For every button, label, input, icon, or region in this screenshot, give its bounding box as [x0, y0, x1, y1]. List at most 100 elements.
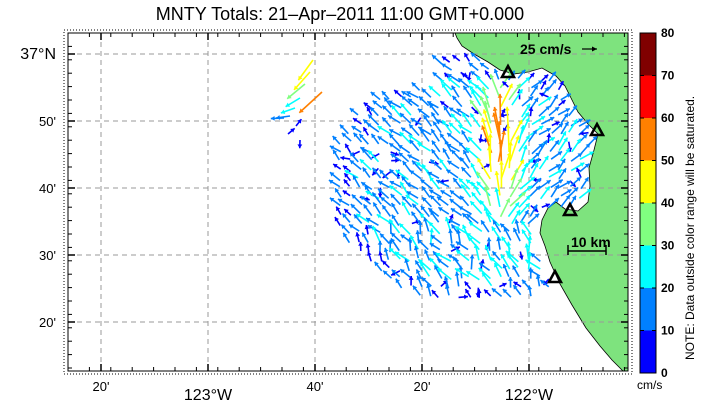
current-vector-head	[448, 229, 453, 234]
current-vector-head	[533, 85, 538, 90]
current-vector-head	[453, 256, 458, 262]
current-vector-head	[468, 137, 473, 142]
current-vector-head	[513, 227, 518, 233]
current-vector-head	[436, 119, 442, 124]
current-vector-head	[442, 56, 447, 61]
current-vector-head	[349, 152, 355, 157]
current-vector-head	[482, 109, 488, 114]
current-vector-head	[546, 128, 551, 133]
current-vector-head	[461, 73, 467, 78]
map-title: MNTY Totals: 21–Apr–2011 11:00 GMT+0.000	[155, 4, 525, 24]
current-vector-head	[366, 106, 371, 112]
current-vector-head	[545, 186, 550, 191]
current-vector-head	[420, 213, 425, 218]
current-vector-head	[571, 195, 576, 201]
current-vector-head	[362, 167, 367, 172]
current-vector-head	[333, 163, 338, 169]
current-vector-head	[380, 233, 385, 238]
current-vector-head	[290, 128, 295, 133]
current-vector-head	[459, 195, 465, 201]
current-vector-head	[391, 232, 396, 238]
current-vector-head	[422, 197, 427, 202]
current-vector-head	[545, 203, 550, 208]
current-vector-head	[415, 260, 420, 265]
current-vector-head	[455, 226, 460, 231]
current-vector-head	[418, 96, 424, 101]
current-vector-head	[501, 108, 506, 114]
current-vector-head	[586, 188, 592, 194]
current-vector-head	[398, 152, 404, 157]
current-vector-head	[412, 285, 418, 291]
current-vector-head	[505, 198, 511, 203]
current-vector-head	[462, 112, 467, 118]
current-vector-head	[430, 195, 435, 200]
current-vector-head	[533, 204, 538, 210]
current-vector-head	[554, 184, 559, 190]
current-vector-head	[344, 209, 349, 214]
current-vector-head	[463, 85, 468, 91]
current-vector-head	[579, 162, 585, 167]
current-vector-head	[464, 53, 469, 58]
current-vector-head	[411, 211, 416, 217]
current-vector-head	[540, 280, 545, 285]
current-vector-head	[449, 190, 455, 195]
current-vector-head	[584, 163, 590, 168]
current-vector-head	[466, 233, 472, 238]
current-vector-head	[539, 92, 544, 97]
current-vector-head	[462, 224, 467, 230]
current-vector-head	[417, 239, 423, 244]
current-vector-head	[521, 192, 526, 197]
current-vector-head	[285, 102, 291, 107]
current-vector-head	[474, 84, 480, 89]
current-vector-head	[483, 101, 489, 106]
current-vector-head	[339, 124, 345, 130]
current-vector-head	[544, 87, 549, 92]
current-vector-head	[486, 237, 492, 242]
current-vector-head	[437, 268, 443, 273]
current-vector-head	[518, 89, 523, 94]
current-vector-head	[535, 274, 541, 279]
current-vector-head	[429, 176, 434, 182]
current-vector-head	[366, 217, 371, 223]
current-vector-head	[401, 91, 407, 96]
current-vector-head	[535, 157, 540, 163]
current-vector-head	[329, 197, 335, 203]
current-vector-head	[329, 145, 335, 150]
current-vector-head	[551, 71, 556, 77]
current-vector-head	[413, 245, 419, 251]
current-vector	[488, 146, 492, 173]
current-vector	[510, 119, 523, 142]
current-vector-head	[524, 243, 530, 248]
current-vector-head	[389, 180, 395, 186]
current-vector-head	[496, 237, 501, 242]
current-vector-head	[391, 214, 396, 220]
current-vectors	[270, 52, 598, 300]
current-vector-head	[394, 251, 400, 256]
current-vector-head	[333, 149, 338, 155]
current-vector-head	[546, 96, 552, 101]
current-vector-head	[458, 78, 463, 83]
current-vector-head	[337, 198, 343, 203]
current-vector-head	[494, 187, 500, 192]
current-vector-head	[557, 169, 563, 174]
current-vector-head	[416, 275, 422, 281]
current-vector-head	[370, 107, 375, 112]
current-vector-head	[409, 170, 415, 175]
y-tick-label: 37°N	[20, 46, 56, 63]
current-vector-head	[483, 206, 489, 211]
current-vector-head	[500, 254, 506, 259]
current-vector-head	[534, 163, 539, 168]
current-vector-head	[341, 132, 347, 138]
current-vector-head	[518, 119, 523, 125]
current-vector-head	[515, 209, 521, 215]
current-vector-head	[406, 191, 412, 196]
current-vector-head	[452, 95, 457, 101]
current-vector-head	[341, 224, 346, 230]
current-vector-head	[372, 225, 377, 231]
current-vector-head	[450, 244, 456, 249]
current-vector-head	[351, 194, 357, 199]
current-vector-head	[462, 213, 467, 218]
current-vector-head	[466, 214, 472, 219]
current-vector	[293, 71, 311, 91]
current-vector-head	[493, 220, 498, 225]
